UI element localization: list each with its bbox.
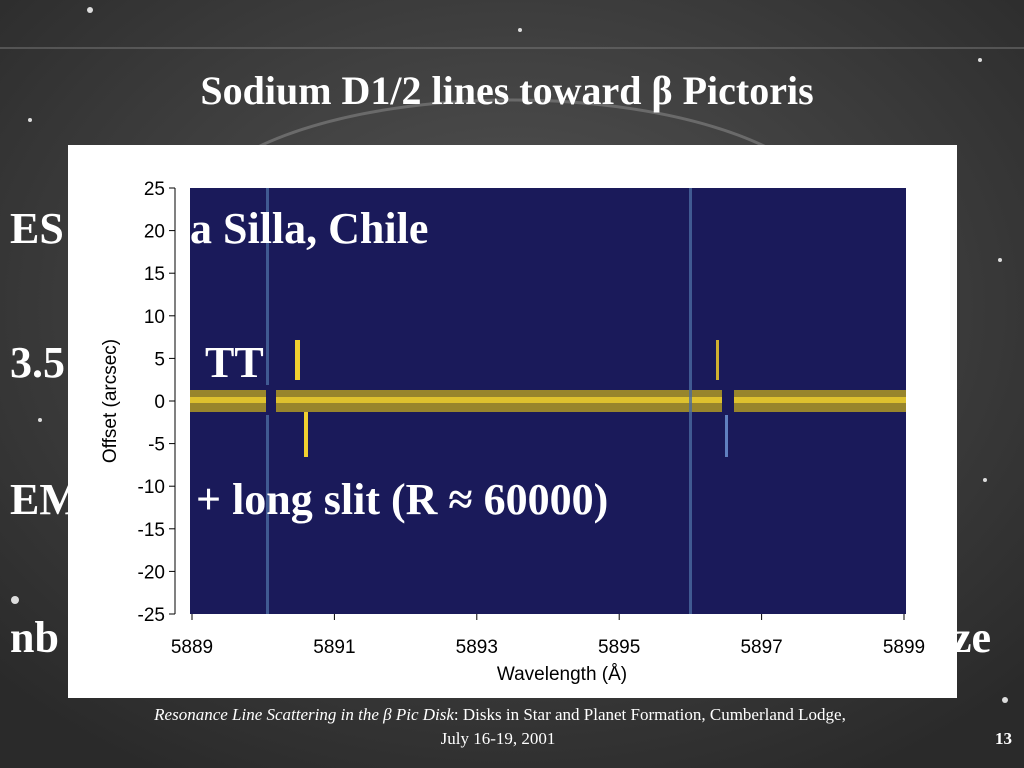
emission-feature: [295, 340, 300, 380]
x-tick-label: 5891: [313, 637, 355, 658]
y-tick-label: -10: [138, 477, 165, 498]
bullet-left: ES: [10, 204, 64, 253]
x-axis-label: Wavelength (Å): [497, 664, 627, 685]
bullet-right: a Silla, Chile: [190, 204, 428, 253]
footer-rest: : Disks in Star and Planet Formation, Cu…: [454, 705, 846, 724]
stars: [11, 7, 1008, 703]
x-tick-label: 5897: [740, 637, 782, 658]
y-tick-label: 5: [154, 349, 165, 370]
bullet-right: + long slit (R ≈ 60000): [196, 475, 608, 524]
x-tick-label: 5893: [456, 637, 498, 658]
bullet-right: aze: [930, 613, 991, 662]
page-number: 13: [995, 729, 1012, 748]
y-tick-label: 20: [144, 222, 165, 243]
y-tick-label: -15: [138, 520, 165, 541]
y-tick-label: -25: [138, 605, 165, 626]
absorption-gap: [266, 385, 276, 415]
x-tick-label: 5889: [171, 637, 213, 658]
slide-title: Sodium D1/2 lines toward β Pictoris: [200, 68, 813, 113]
bullets: ES a Silla, Chile 3.5 TT EM + long slit (R ≈ …: [10, 204, 991, 662]
y-tick-label: 25: [144, 179, 165, 200]
absorption-gap: [722, 385, 734, 415]
footer-italic: Resonance Line Scattering in the β Pic D…: [153, 705, 454, 724]
y-tick-label: 0: [154, 392, 165, 413]
y-axis-label: Offset (arcsec): [100, 339, 121, 463]
sky-line: [689, 188, 692, 614]
footer-line-2: July 16-19, 2001: [441, 729, 556, 748]
y-tick-label: -5: [148, 435, 165, 456]
ticks: 25 20 15 10 5 0 -5 -10 -15 -20 -25 5889 5891 5893 5895…: [138, 179, 926, 658]
continuum-core: [190, 397, 906, 403]
spectrum-image: [190, 188, 906, 614]
x-tick-label: 5895: [598, 637, 640, 658]
emission-feature: [304, 412, 308, 457]
emission-feature: [725, 412, 728, 457]
emission-feature: [716, 340, 719, 380]
bullet-right: TT: [205, 338, 264, 387]
footer-line-1: Resonance Line Scattering in the β Pic D…: [153, 705, 846, 724]
bullet-left: EM: [10, 475, 81, 524]
y-tick-label: 15: [144, 264, 165, 285]
y-tick-label: -20: [138, 562, 165, 583]
x-tick-label: 5899: [883, 637, 925, 658]
y-tick-label: 10: [144, 307, 165, 328]
bullet-left: nb: [10, 613, 59, 662]
bullet-left: 3.5: [10, 338, 65, 387]
